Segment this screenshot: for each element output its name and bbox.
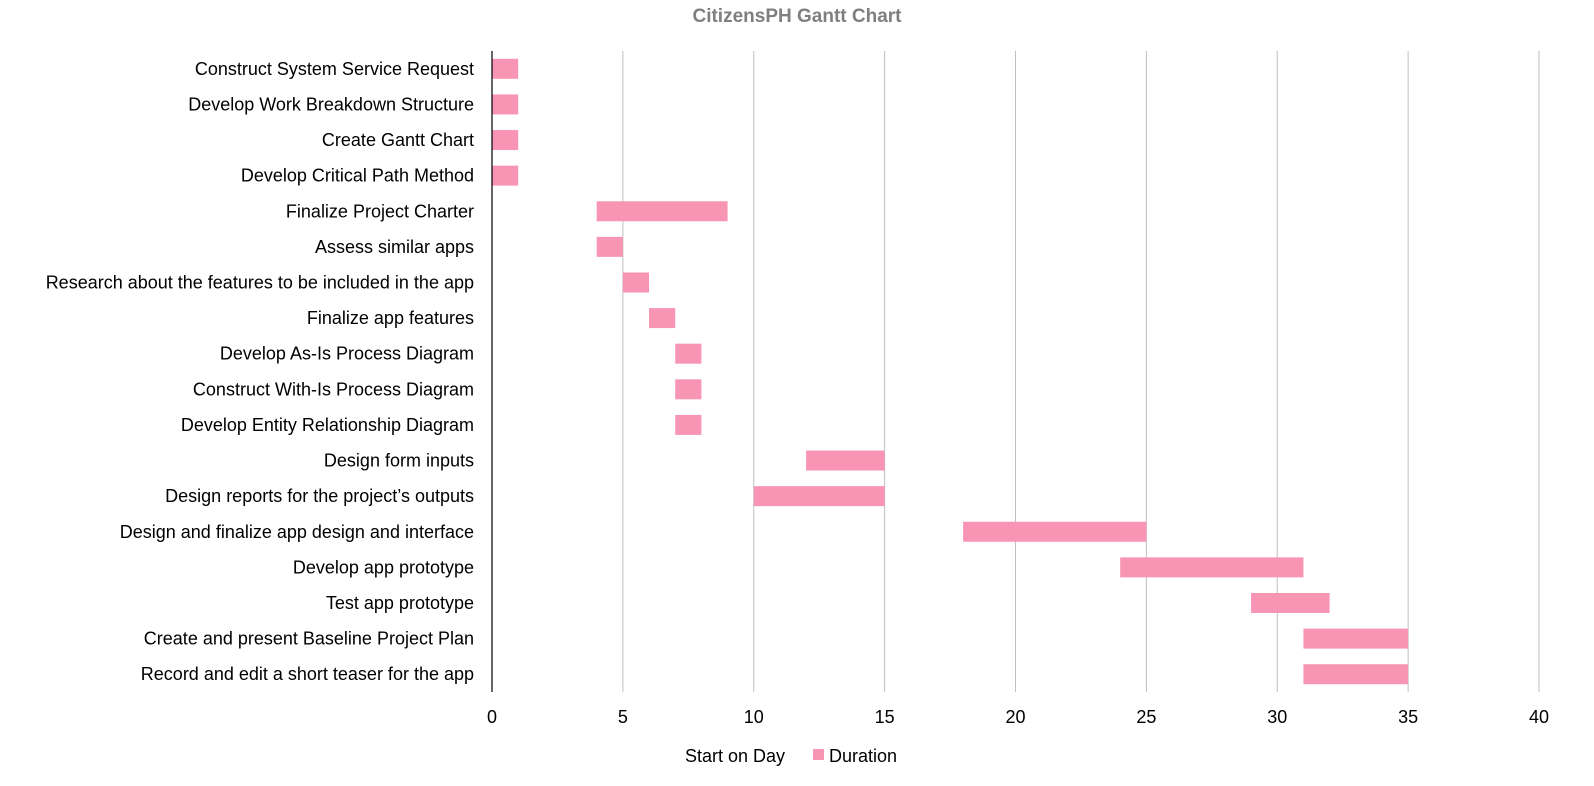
legend-duration-label: Duration	[829, 746, 897, 766]
x-tick-label-15: 15	[875, 707, 895, 727]
category-label-7: Finalize app features	[307, 308, 474, 328]
category-label-3: Develop Critical Path Method	[241, 166, 474, 186]
x-tick-label-35: 35	[1398, 707, 1418, 727]
category-label-10: Develop Entity Relationship Diagram	[181, 415, 474, 435]
x-tick-label-0: 0	[487, 707, 497, 727]
legend-start-label: Start on Day	[685, 746, 785, 766]
bar-start-15	[492, 593, 1251, 613]
bar-duration-2	[492, 130, 518, 150]
x-tick-label-40: 40	[1529, 707, 1549, 727]
x-tick-label-10: 10	[744, 707, 764, 727]
bar-duration-11	[806, 451, 885, 471]
gridlines	[623, 51, 1539, 692]
bar-start-13	[492, 522, 963, 542]
chart-title: CitizensPH Gantt Chart	[692, 6, 902, 27]
bar-duration-7	[649, 308, 675, 328]
bar-duration-12	[754, 486, 885, 506]
bar-duration-0	[492, 59, 518, 79]
bar-duration-4	[597, 201, 728, 221]
category-label-11: Design form inputs	[324, 451, 474, 471]
category-label-4: Finalize Project Charter	[286, 201, 474, 221]
bar-start-9	[492, 379, 675, 399]
bar-duration-17	[1303, 664, 1408, 684]
bars	[492, 59, 1408, 684]
bar-start-5	[492, 237, 597, 257]
category-label-6: Research about the features to be includ…	[46, 272, 474, 292]
bar-duration-16	[1303, 629, 1408, 649]
x-tick-label-25: 25	[1136, 707, 1156, 727]
bar-duration-14	[1120, 557, 1303, 577]
bar-start-7	[492, 308, 649, 328]
category-label-2: Create Gantt Chart	[322, 130, 474, 150]
bar-duration-5	[597, 237, 623, 257]
x-tick-label-20: 20	[1005, 707, 1025, 727]
bar-duration-6	[623, 272, 649, 292]
bar-start-17	[492, 664, 1303, 684]
bar-duration-15	[1251, 593, 1330, 613]
bar-start-14	[492, 557, 1120, 577]
bar-start-16	[492, 629, 1303, 649]
bar-start-4	[492, 201, 597, 221]
bar-duration-8	[675, 344, 701, 364]
legend-duration-swatch	[813, 749, 824, 760]
bar-start-6	[492, 272, 623, 292]
category-label-16: Create and present Baseline Project Plan	[144, 629, 474, 649]
bar-duration-3	[492, 166, 518, 186]
category-label-5: Assess similar apps	[315, 237, 474, 257]
category-label-8: Develop As-Is Process Diagram	[220, 344, 474, 364]
bar-duration-9	[675, 379, 701, 399]
category-label-12: Design reports for the project’s outputs	[165, 486, 474, 506]
category-label-9: Construct With-Is Process Diagram	[193, 379, 474, 399]
category-label-14: Develop app prototype	[293, 557, 474, 577]
x-tick-label-30: 30	[1267, 707, 1287, 727]
category-label-17: Record and edit a short teaser for the a…	[141, 664, 474, 684]
category-label-13: Design and finalize app design and inter…	[120, 522, 474, 542]
category-labels: Construct System Service Request Develop …	[46, 59, 474, 684]
bar-duration-1	[492, 94, 518, 114]
category-label-0: Construct System Service Request	[195, 59, 474, 79]
bar-duration-10	[675, 415, 701, 435]
x-axis-tick-labels: 0 5 10 15 20 25 30 35 40	[487, 707, 1549, 727]
bar-start-11	[492, 451, 806, 471]
bar-duration-13	[963, 522, 1146, 542]
bar-start-8	[492, 344, 675, 364]
bar-start-10	[492, 415, 675, 435]
category-label-1: Develop Work Breakdown Structure	[188, 94, 474, 114]
x-tick-label-5: 5	[618, 707, 628, 727]
category-label-15: Test app prototype	[326, 593, 474, 613]
legend: Start on Day Duration	[685, 746, 897, 766]
